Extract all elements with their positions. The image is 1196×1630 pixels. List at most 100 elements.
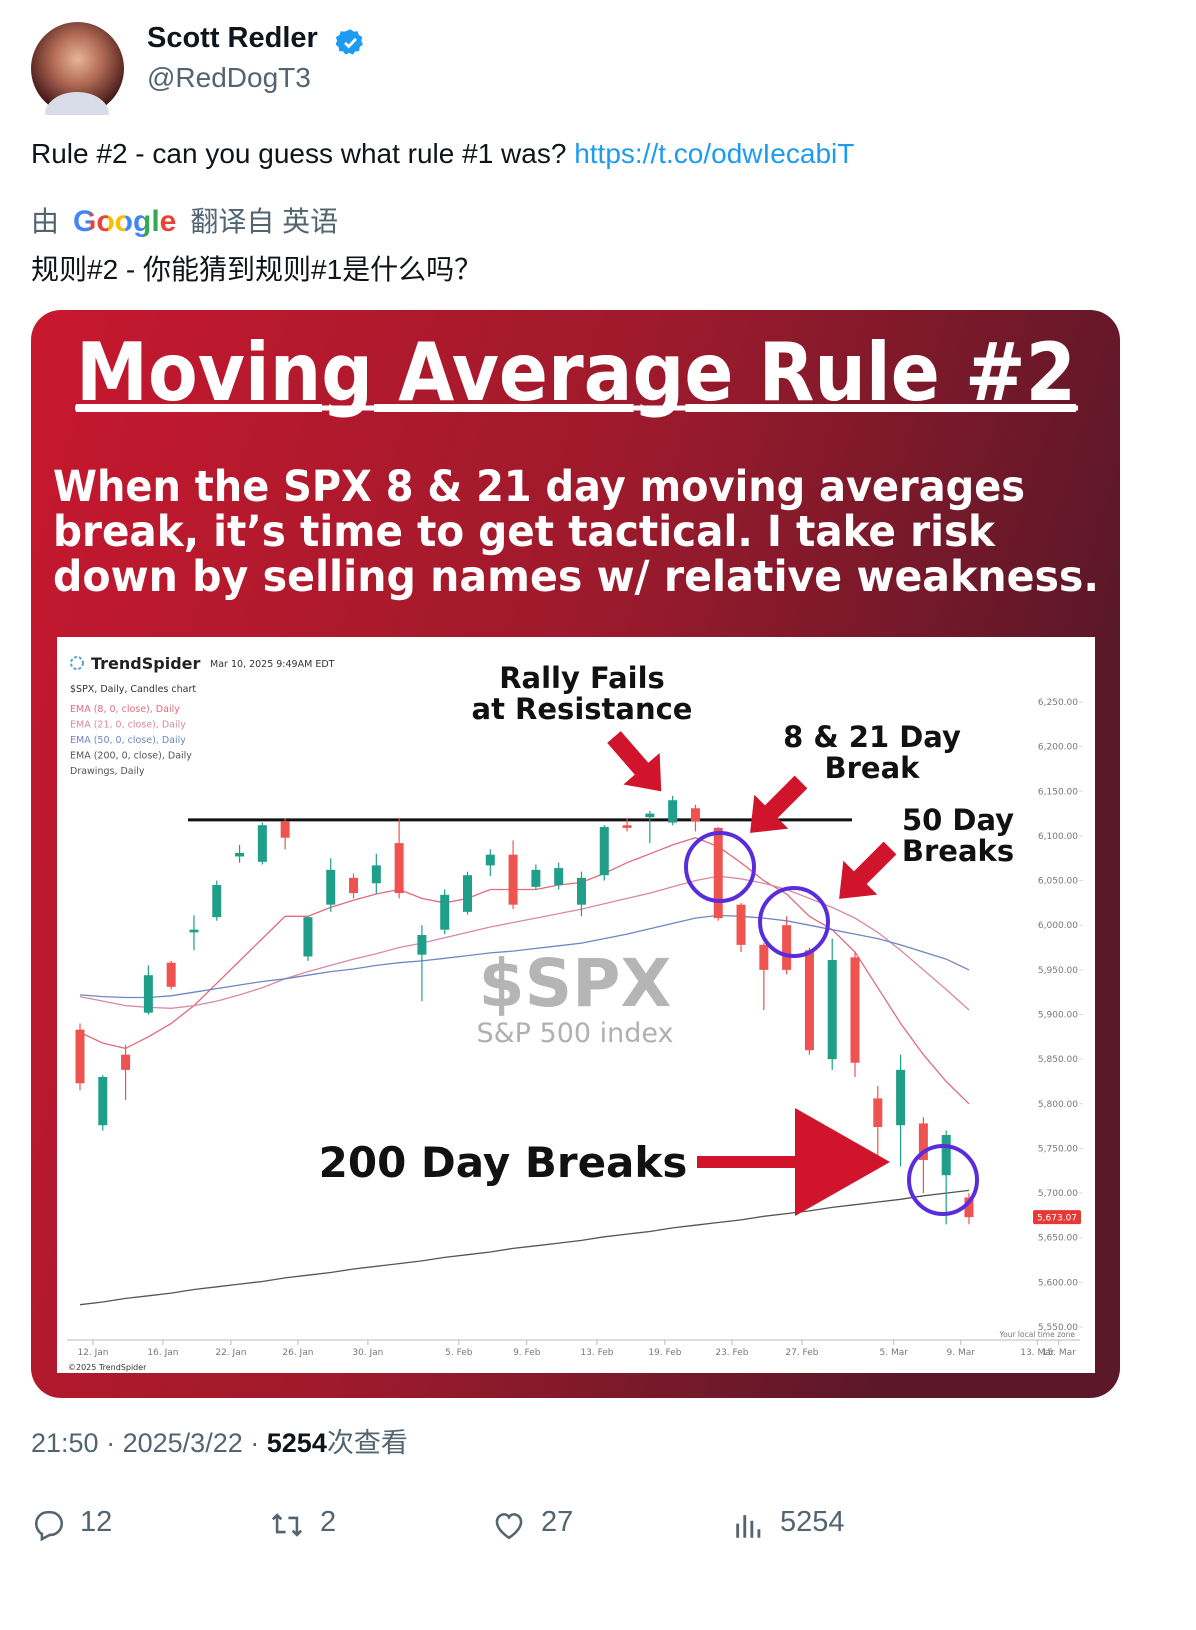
copyright: ©2025 TrendSpider [68, 1363, 147, 1372]
candle-body [896, 1069, 906, 1126]
candle-body [257, 825, 267, 862]
candle-body [873, 1098, 883, 1127]
view-count: 5254 [266, 1428, 327, 1458]
candle-body [964, 1197, 974, 1218]
author-handle[interactable]: @RedDogT3 [147, 62, 311, 93]
x-tick-label: 22. Jan [215, 1348, 246, 1358]
candle-body [303, 917, 313, 957]
candle-body [918, 1123, 928, 1161]
tweet-meta: 21:50 · 2025/3/22 · 5254次查看 [31, 1421, 408, 1460]
candle-body [736, 904, 746, 945]
translation-provider: Google [73, 205, 177, 238]
y-tick-label: 5,700.00 [1038, 1189, 1078, 1199]
annotation: 50 Day [902, 803, 1014, 837]
x-tick-label: 26. Jan [282, 1348, 313, 1358]
tweet-link[interactable]: https://t.co/odwIecabiT [574, 138, 855, 169]
annotation: Break [825, 751, 921, 785]
candle-body [440, 894, 450, 930]
candle-body [75, 1029, 85, 1084]
y-tick-label: 6,150.00 [1038, 787, 1078, 797]
x-tick-label: 30. Jan [352, 1348, 383, 1358]
legend-entry: EMA (50, 0, close), Daily [70, 735, 186, 746]
legend-entry: EMA (8, 0, close), Daily [70, 704, 180, 715]
like-icon[interactable] [491, 1508, 527, 1542]
x-tick-label: 15. Mar [1042, 1348, 1076, 1358]
highlight-circles [684, 831, 979, 1216]
x-tick-label: 5. Feb [445, 1348, 473, 1358]
y-tick-label: 5,600.00 [1038, 1278, 1078, 1288]
x-tick-label: 5. Mar [880, 1348, 909, 1358]
y-tick-label: 6,000.00 [1038, 921, 1078, 931]
verified-badge [336, 29, 363, 55]
like-count[interactable]: 27 [541, 1506, 574, 1538]
candle-body [531, 869, 541, 887]
tweet-text: Rule #2 - can you guess what rule #1 was… [31, 138, 854, 170]
last-price-box [1033, 1210, 1081, 1225]
ema-line [79, 914, 970, 999]
y-tick-label: 5,550.00 [1038, 1323, 1078, 1333]
tweet-body: Rule #2 - can you guess what rule #1 was… [31, 138, 575, 169]
translation-note: 由 Google 翻译自 英语 [31, 200, 338, 240]
drawings-label: Drawings, Daily [70, 766, 145, 777]
repost-icon[interactable] [268, 1508, 306, 1542]
candle-body [690, 808, 700, 822]
timezone-note: Your local time zone [999, 1330, 1076, 1339]
translation-suffix: 翻译自 英语 [190, 206, 339, 237]
x-tick-label: 12. Jan [77, 1348, 108, 1358]
annotation: at Resistance [472, 692, 693, 726]
tweet-image[interactable]: Moving Average Rule #2 When the SPX 8 & … [31, 310, 1120, 1398]
views-icon[interactable] [732, 1508, 766, 1542]
reply-count[interactable]: 12 [80, 1506, 113, 1538]
tweet-date: 2025/3/22 [122, 1428, 243, 1458]
annotation: Rally Fails [499, 661, 665, 695]
candle-body [394, 843, 404, 894]
view-suffix: 次查看 [326, 1428, 408, 1458]
arrows [607, 731, 897, 1216]
y-tick-label: 5,650.00 [1038, 1234, 1078, 1244]
avatar[interactable] [31, 22, 124, 115]
candle-body [759, 944, 769, 970]
x-tick-label: 9. Mar [947, 1348, 976, 1358]
brand: TrendSpider [91, 654, 201, 673]
separator: · [250, 1428, 260, 1458]
candle-body [645, 813, 655, 818]
candle-body [235, 852, 245, 857]
repost-count[interactable]: 2 [320, 1506, 337, 1538]
annotation: 200 Day Breaks [319, 1138, 688, 1187]
candle-body [166, 962, 176, 987]
arrow [839, 841, 897, 899]
symbol-line: $SPX, Daily, Candles chart [70, 684, 196, 695]
x-tick-label: 13. Mar [1020, 1348, 1054, 1358]
y-tick-label: 6,050.00 [1038, 877, 1078, 887]
annotation: 8 & 21 Day [783, 720, 961, 754]
legend-entry: EMA (21, 0, close), Daily [70, 720, 186, 731]
highlight-circle [758, 886, 830, 958]
image-subtitle-line: break, it’s time to get tactical. I take… [53, 507, 996, 557]
candle-body [371, 865, 381, 884]
author-name[interactable]: Scott Redler [147, 22, 318, 54]
translation-prefix: 由 [31, 206, 60, 237]
candle-body [485, 854, 495, 866]
candle-body [713, 827, 723, 919]
image-title: Moving Average Rule #2 [76, 326, 1076, 419]
views-count[interactable]: 5254 [780, 1506, 845, 1538]
candle-body [941, 1135, 951, 1176]
arrow [607, 731, 662, 792]
candle-body [508, 854, 518, 905]
chart: TrendSpider Mar 10, 2025 9:49AM EDT $SPX, … [67, 654, 1083, 1372]
reply-icon[interactable] [31, 1508, 67, 1542]
x-tick-label: 27. Feb [785, 1348, 818, 1358]
y-tick-label: 5,850.00 [1038, 1055, 1078, 1065]
candle-body [189, 929, 199, 933]
candle-body [417, 935, 427, 955]
candle-body [349, 877, 359, 894]
arrow [750, 775, 808, 833]
watermark: $SPX [479, 945, 672, 1022]
timestamp: Mar 10, 2025 9:49AM EDT [210, 659, 335, 670]
candle-body [143, 975, 153, 1013]
y-tick-label: 5,950.00 [1038, 966, 1078, 976]
candle-body [804, 950, 814, 1051]
y-tick-label: 5,750.00 [1038, 1144, 1078, 1154]
